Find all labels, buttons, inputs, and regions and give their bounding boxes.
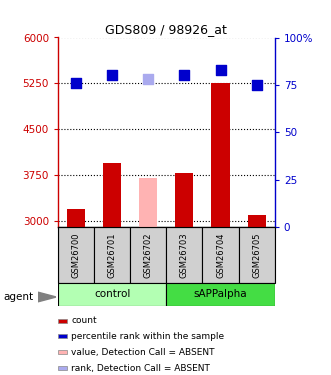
Text: percentile rank within the sample: percentile rank within the sample [71, 332, 224, 340]
Bar [203, 227, 239, 283]
Bar [139, 178, 157, 227]
Text: GSM26704: GSM26704 [216, 232, 225, 278]
Title: GDS809 / 98926_at: GDS809 / 98926_at [105, 23, 227, 36]
Text: GSM26701: GSM26701 [108, 232, 117, 278]
Bar [58, 227, 94, 283]
Bar [67, 209, 85, 227]
FancyBboxPatch shape [58, 350, 67, 354]
Point [73, 80, 79, 86]
Text: sAPPalpha: sAPPalpha [194, 290, 247, 299]
Point [218, 67, 223, 73]
Text: rank, Detection Call = ABSENT: rank, Detection Call = ABSENT [71, 363, 210, 372]
Bar [166, 283, 275, 306]
Bar [103, 163, 121, 227]
Point [254, 82, 259, 88]
Text: control: control [94, 290, 130, 299]
Text: value, Detection Call = ABSENT: value, Detection Call = ABSENT [71, 348, 214, 357]
FancyBboxPatch shape [58, 366, 67, 370]
Text: GSM26702: GSM26702 [144, 232, 153, 278]
Text: GSM26703: GSM26703 [180, 232, 189, 278]
Point [110, 72, 115, 78]
Bar [130, 227, 166, 283]
Point [182, 72, 187, 78]
FancyBboxPatch shape [58, 319, 67, 322]
Bar [58, 283, 166, 306]
Polygon shape [38, 292, 56, 302]
Text: GSM26700: GSM26700 [71, 232, 80, 278]
Bar [248, 214, 266, 227]
Point [146, 76, 151, 82]
Bar [166, 227, 203, 283]
Bar [175, 173, 193, 227]
Text: count: count [71, 316, 97, 326]
Bar [239, 227, 275, 283]
FancyBboxPatch shape [58, 334, 67, 338]
Bar [212, 83, 230, 227]
Text: agent: agent [3, 292, 33, 302]
Bar [94, 227, 130, 283]
Text: GSM26705: GSM26705 [252, 232, 261, 278]
